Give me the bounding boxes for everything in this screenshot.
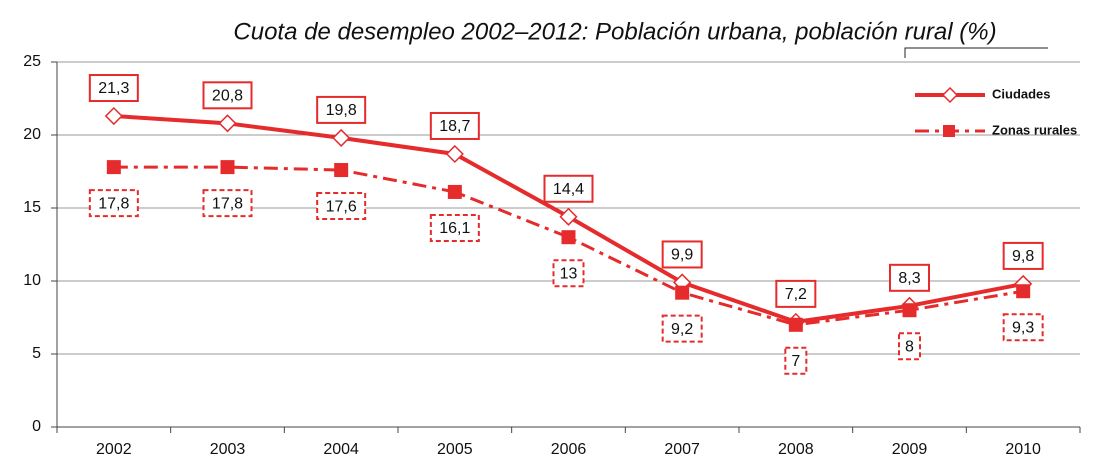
label-box: [889, 263, 930, 292]
marker: [445, 144, 464, 164]
marker: [559, 207, 578, 226]
y-tick-label: 0: [32, 418, 41, 435]
marker: [1016, 284, 1031, 299]
x-tick-label: 2006: [551, 441, 587, 458]
label-box: [661, 314, 703, 343]
marker: [334, 163, 349, 178]
label-box: [1002, 241, 1044, 270]
value-label: 9,8: [1012, 248, 1034, 265]
value-label: 14,4: [553, 181, 584, 198]
value-label: 19,8: [326, 102, 357, 119]
label-box: [1002, 313, 1044, 342]
legend-marker: [943, 125, 955, 137]
marker: [220, 160, 235, 175]
legend-label: Ciudades: [992, 86, 1051, 101]
x-tick-label: 2002: [96, 441, 132, 458]
label-box: [202, 189, 253, 218]
label-box: [429, 111, 480, 140]
marker: [106, 160, 121, 175]
label-box: [88, 74, 139, 103]
marker: [218, 114, 237, 133]
marker: [332, 128, 351, 147]
marker: [902, 303, 917, 318]
value-label: 9,9: [671, 247, 693, 264]
label-box: [316, 95, 367, 124]
marker: [788, 317, 803, 332]
legend-marker: [941, 86, 959, 104]
value-label: 17,6: [326, 198, 357, 215]
y-tick-label: 20: [23, 126, 41, 143]
y-tick-label: 10: [23, 272, 41, 289]
value-label: 16,1: [439, 220, 470, 237]
x-tick-label: 2007: [664, 441, 700, 458]
x-tick-label: 2003: [210, 441, 246, 458]
marker: [561, 230, 576, 245]
legend-frame: [904, 47, 1048, 58]
value-label: 18,7: [439, 118, 470, 135]
chart-title: Cuota de desempleo 2002–2012: Población …: [233, 18, 996, 45]
value-label: 20,8: [212, 88, 243, 105]
label-box: [661, 240, 703, 269]
value-label: 8: [905, 338, 914, 355]
y-tick-label: 5: [32, 345, 41, 362]
y-tick-label: 15: [23, 199, 41, 216]
label-box: [775, 279, 817, 308]
label-box: [88, 189, 139, 218]
value-label: 21,3: [98, 80, 129, 97]
label-box: [552, 259, 585, 288]
marker: [447, 184, 462, 199]
x-tick-label: 2004: [323, 441, 359, 458]
value-label: 7: [791, 353, 800, 370]
label-box: [202, 81, 253, 110]
value-label: 17,8: [212, 195, 243, 212]
series-line: [113, 165, 1024, 327]
value-label: 7,2: [785, 286, 807, 303]
label-box: [543, 174, 594, 203]
legend-label: Zonas rurales: [992, 122, 1077, 137]
marker: [104, 106, 123, 126]
value-label: 17,8: [98, 195, 129, 212]
value-label: 9,3: [1012, 319, 1034, 336]
value-label: 8,3: [898, 270, 920, 287]
x-tick-label: 2005: [437, 441, 473, 458]
value-label: 9,2: [671, 321, 693, 338]
label-box: [429, 213, 480, 242]
value-label: 13: [560, 265, 578, 282]
x-tick-label: 2009: [892, 441, 928, 458]
label-box: [898, 332, 921, 361]
y-tick-label: 25: [23, 53, 41, 70]
x-tick-label: 2008: [778, 441, 814, 458]
x-tick-label: 2010: [1005, 441, 1041, 458]
marker: [675, 285, 690, 300]
label-box: [784, 346, 808, 375]
label-box: [316, 192, 367, 221]
